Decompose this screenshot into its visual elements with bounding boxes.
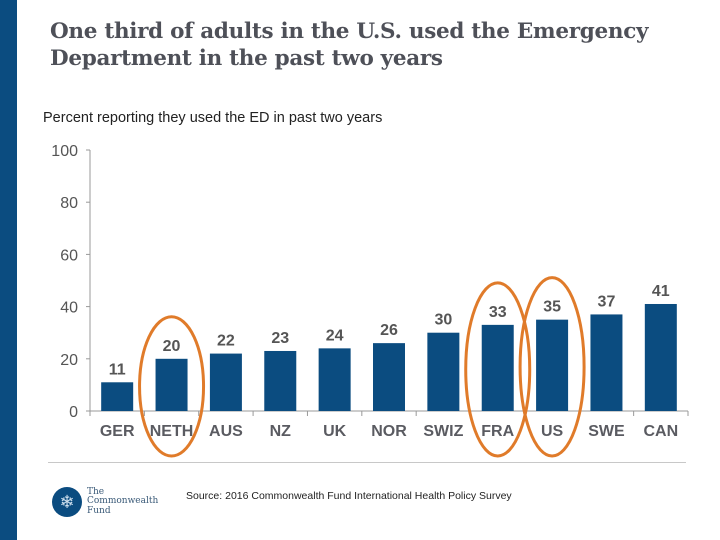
y-tick-label: 20 [60,352,78,369]
value-label: 33 [489,304,507,321]
highlight-oval-us [518,276,586,458]
logo-line-2: Commonwealth [87,496,159,507]
highlight-oval-fra [464,281,532,458]
category-label: NETH [150,423,194,440]
y-tick-label: 40 [60,300,78,317]
bar-aus [209,353,242,411]
value-label: 24 [326,327,344,344]
page-title: One third of adults in the U.S. used the… [50,19,649,71]
bar-uk [318,348,351,411]
bar-can [644,303,677,411]
bar-ger [101,382,134,411]
highlight-oval-neth [138,315,206,458]
category-label: SWE [588,423,625,440]
value-labels: 11 20 22 23 24 26 30 33 35 37 41 [109,283,670,378]
highlight-ovals [138,276,586,458]
value-label: 20 [163,338,181,355]
value-label: 11 [109,361,126,378]
category-labels: GER NETH AUS NZ UK NOR SWIZ FRA US SWE CAN [100,423,678,440]
category-label: FRA [481,423,514,440]
y-axis: 0 20 40 60 80 100 [51,143,91,421]
category-label: CAN [643,423,678,440]
category-label: GER [100,423,135,440]
commonwealth-fund-logo: ❄ The Commonwealth Fund [52,487,158,517]
category-label: NOR [371,423,407,440]
value-label: 22 [217,333,235,350]
bar-us [536,319,569,411]
bars [101,303,677,411]
value-label: 37 [598,293,616,310]
category-label: SWIZ [423,423,463,440]
value-label: 26 [380,322,398,339]
category-label: UK [323,423,347,440]
value-label: 30 [434,312,452,329]
value-label: 41 [652,283,670,300]
logo-wordmark: The Commonwealth Fund [87,486,159,517]
logo-line-3: Fund [87,505,111,516]
value-label: 23 [271,330,289,347]
logo-line-1: The [87,486,105,497]
snowflake-emblem-icon: ❄ [52,487,82,517]
y-tick-label: 100 [51,143,78,160]
bar-fra [481,324,514,411]
category-label: NZ [270,423,292,440]
y-tick-label: 60 [60,247,78,264]
bar-swe [590,314,623,411]
source-note: Source: 2016 Commonwealth Fund Internati… [186,490,512,502]
y-tick-label: 0 [69,404,78,421]
bar-nor [373,343,405,411]
bar-nz [264,350,297,411]
left-accent-bar [0,0,17,540]
bar-neth [155,358,188,411]
y-tick-label: 80 [60,195,78,212]
footer-divider [48,462,686,463]
x-axis [89,410,689,416]
value-label: 35 [543,299,561,316]
category-label: US [541,423,564,440]
category-label: AUS [209,423,243,440]
bar-swiz [427,332,460,411]
chart-subtitle: Percent reporting they used the ED in pa… [43,110,383,126]
